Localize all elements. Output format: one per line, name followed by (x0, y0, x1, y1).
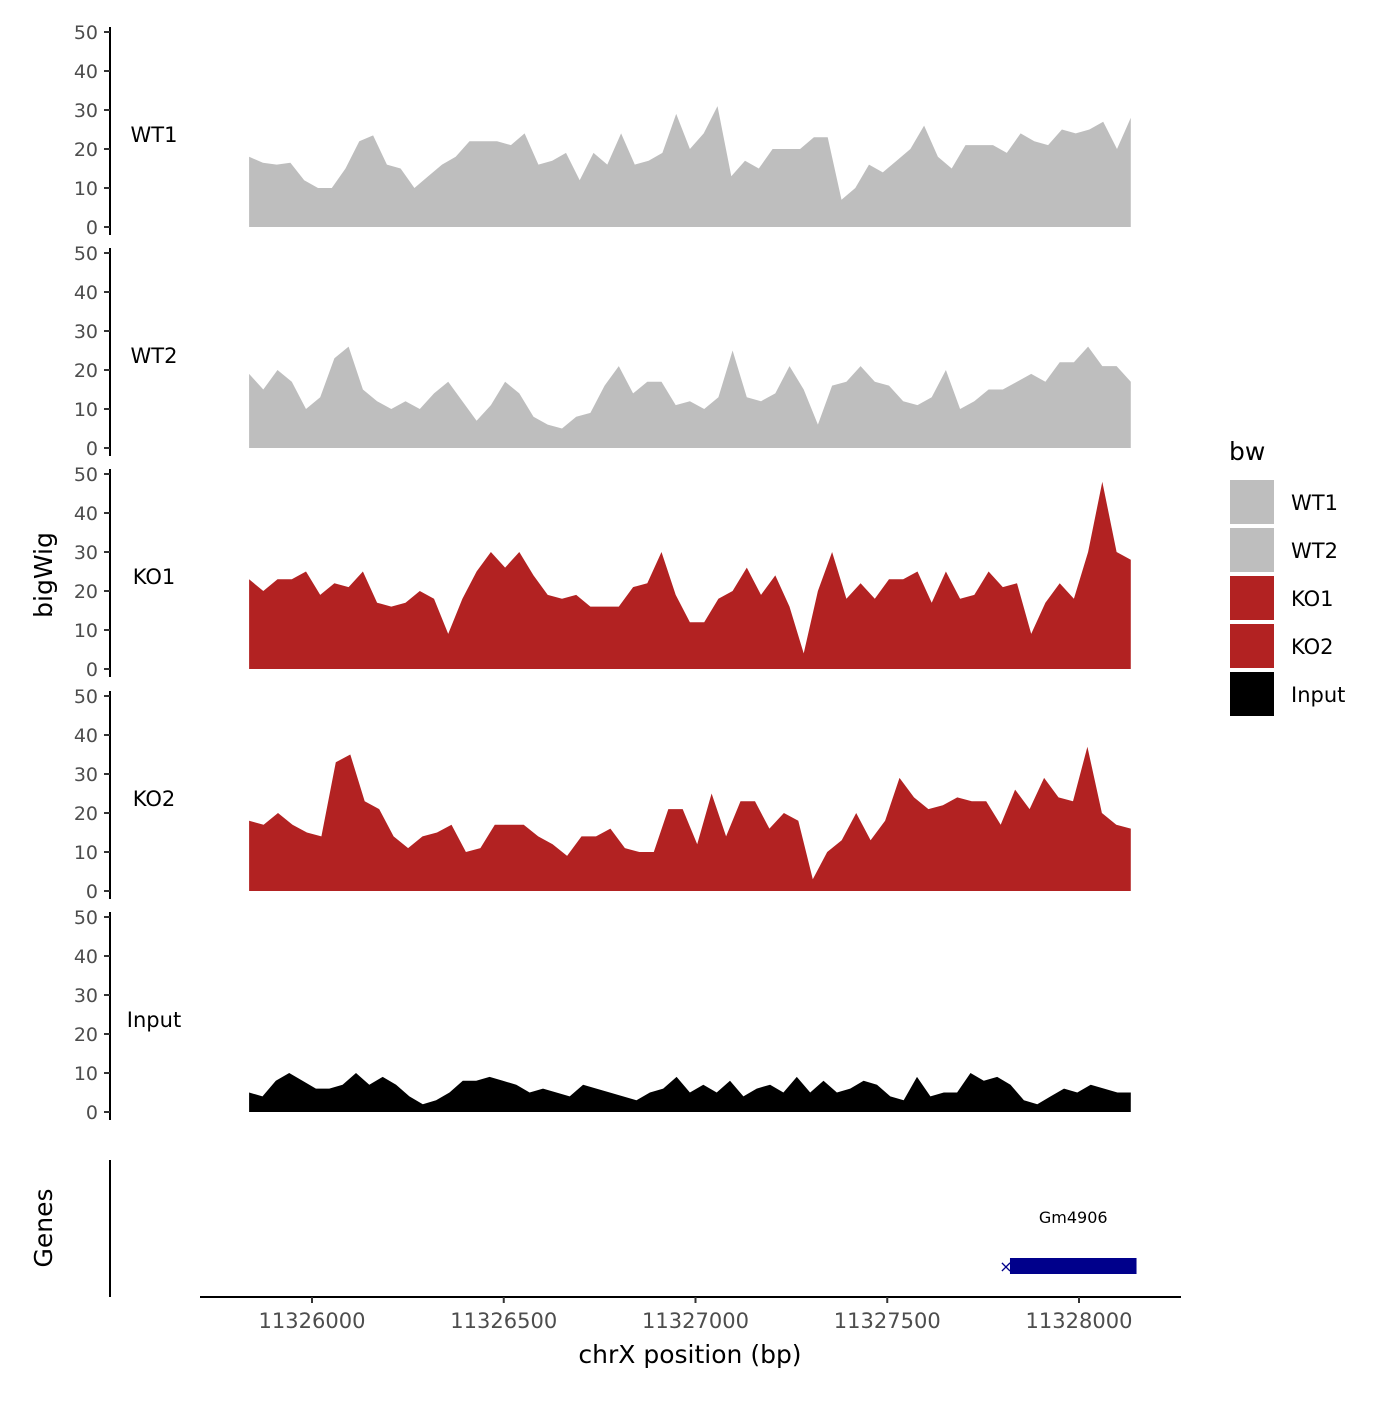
y-tick-label: 20 (74, 139, 98, 161)
y-tick-label: 20 (74, 803, 98, 825)
legend-title: bw (1229, 437, 1265, 466)
y-tick-label: 30 (74, 764, 98, 786)
area-wt2 (249, 346, 1131, 448)
y-tick-label: 40 (74, 61, 98, 83)
area-input (249, 1073, 1131, 1112)
y-tick-label: 40 (74, 282, 98, 304)
y-tick-label: 10 (74, 620, 98, 642)
y-tick-label: 0 (86, 659, 98, 681)
legend-label-ko1: KO1 (1291, 587, 1334, 611)
gene-gm4906 (1009, 1258, 1137, 1274)
legend-swatch-wt1 (1230, 480, 1274, 524)
track-label-ko1: KO1 (133, 565, 176, 589)
y-tick-label: 30 (74, 100, 98, 122)
gene-label: Gm4906 (1039, 1208, 1108, 1227)
gene-strand-marker: × (999, 1257, 1012, 1276)
y-tick-label: 0 (86, 881, 98, 903)
y-tick-label: 30 (74, 985, 98, 1007)
y-tick-label: 0 (86, 1102, 98, 1124)
track-label-input: Input (127, 1008, 181, 1032)
x-tick-label: 11328000 (1026, 1309, 1133, 1333)
y-tick-label: 10 (74, 842, 98, 864)
y-tick-label: 50 (74, 907, 98, 929)
y-tick-label: 20 (74, 360, 98, 382)
y-tick-label: 10 (74, 399, 98, 421)
y-tick-label: 10 (74, 1063, 98, 1085)
x-axis-title: chrX position (bp) (578, 1340, 801, 1369)
genes-track-title: Genes (29, 1188, 58, 1267)
y-tick-label: 30 (74, 542, 98, 564)
track-label-wt2: WT2 (131, 344, 178, 368)
track-label-ko2: KO2 (133, 787, 176, 811)
legend-label-ko2: KO2 (1291, 635, 1334, 659)
y-tick-label: 50 (74, 22, 98, 44)
legend-label-wt2: WT2 (1291, 539, 1338, 563)
y-tick-label: 50 (74, 686, 98, 708)
area-wt1 (249, 106, 1131, 227)
y-tick-label: 40 (74, 503, 98, 525)
legend-swatch-ko1 (1230, 576, 1274, 620)
y-tick-label: 40 (74, 946, 98, 968)
area-ko2 (249, 746, 1131, 891)
y-tick-label: 20 (74, 1024, 98, 1046)
y-tick-label: 50 (74, 464, 98, 486)
area-ko1 (249, 481, 1131, 669)
track-label-wt1: WT1 (131, 123, 178, 147)
legend-label-wt1: WT1 (1291, 491, 1338, 515)
y-axis-title: bigWig (29, 532, 58, 618)
legend-swatch-ko2 (1230, 624, 1274, 668)
x-tick-label: 11327500 (834, 1309, 941, 1333)
y-tick-label: 30 (74, 321, 98, 343)
y-tick-label: 0 (86, 438, 98, 460)
legend-swatch-wt2 (1230, 528, 1274, 572)
y-tick-label: 40 (74, 725, 98, 747)
x-tick-label: 11326500 (450, 1309, 557, 1333)
y-tick-label: 20 (74, 581, 98, 603)
y-tick-label: 10 (74, 178, 98, 200)
x-tick-label: 11327000 (642, 1309, 749, 1333)
legend-label-input: Input (1291, 683, 1345, 707)
y-tick-label: 0 (86, 217, 98, 239)
x-tick-label: 11326000 (259, 1309, 366, 1333)
legend-swatch-input (1230, 672, 1274, 716)
y-tick-label: 50 (74, 243, 98, 265)
